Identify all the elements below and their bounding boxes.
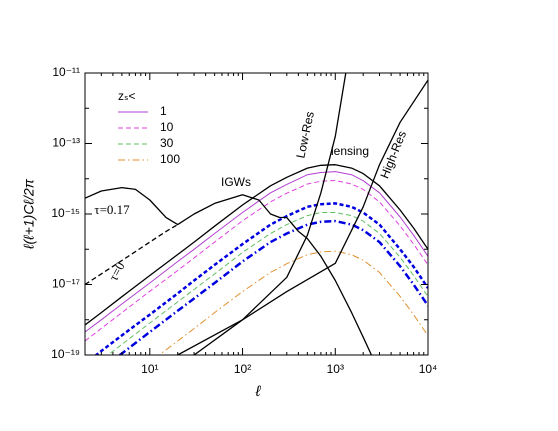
x-tick-label: 10⁴ <box>419 362 438 376</box>
y-tick-label: 10⁻¹⁹ <box>51 347 80 361</box>
series-line <box>85 224 179 286</box>
annotation: High-Res <box>377 129 409 181</box>
y-tick-label: 10⁻¹¹ <box>52 65 80 79</box>
series-line <box>94 202 428 355</box>
annotation: τ=0.17 <box>94 202 130 217</box>
series-line <box>85 186 373 355</box>
plot-area <box>85 73 428 355</box>
annotation: IGWs <box>221 175 251 189</box>
annotation: τ=0 <box>106 259 128 283</box>
legend-label: 10 <box>160 120 174 134</box>
x-tick-label: 10² <box>234 362 251 376</box>
x-tick-label: 10¹ <box>141 362 158 376</box>
x-tick-label: 10³ <box>327 362 344 376</box>
series-line <box>85 164 428 326</box>
series-line <box>177 73 347 355</box>
series-line <box>158 250 428 355</box>
frame <box>84 72 429 356</box>
y-axis-label: ℓ(ℓ+1)Cℓ/2π <box>21 178 37 250</box>
legend-label: 30 <box>160 136 174 150</box>
series-line <box>107 212 428 355</box>
annotation: lensing <box>331 144 369 158</box>
y-tick-label: 10⁻¹⁵ <box>51 206 80 220</box>
x-axis-label: ℓ <box>255 383 262 400</box>
y-tick-label: 10⁻¹⁷ <box>52 277 80 291</box>
y-tick-label: 10⁻¹³ <box>52 136 80 150</box>
series-line <box>85 171 428 333</box>
annotation: Low-Res <box>293 110 317 159</box>
legend-label: 1 <box>160 104 167 118</box>
series-line <box>117 219 428 355</box>
legend-label: 100 <box>160 152 180 166</box>
legend-title: zₛ< <box>118 89 135 103</box>
series-line <box>193 79 428 355</box>
series-line <box>85 180 428 342</box>
